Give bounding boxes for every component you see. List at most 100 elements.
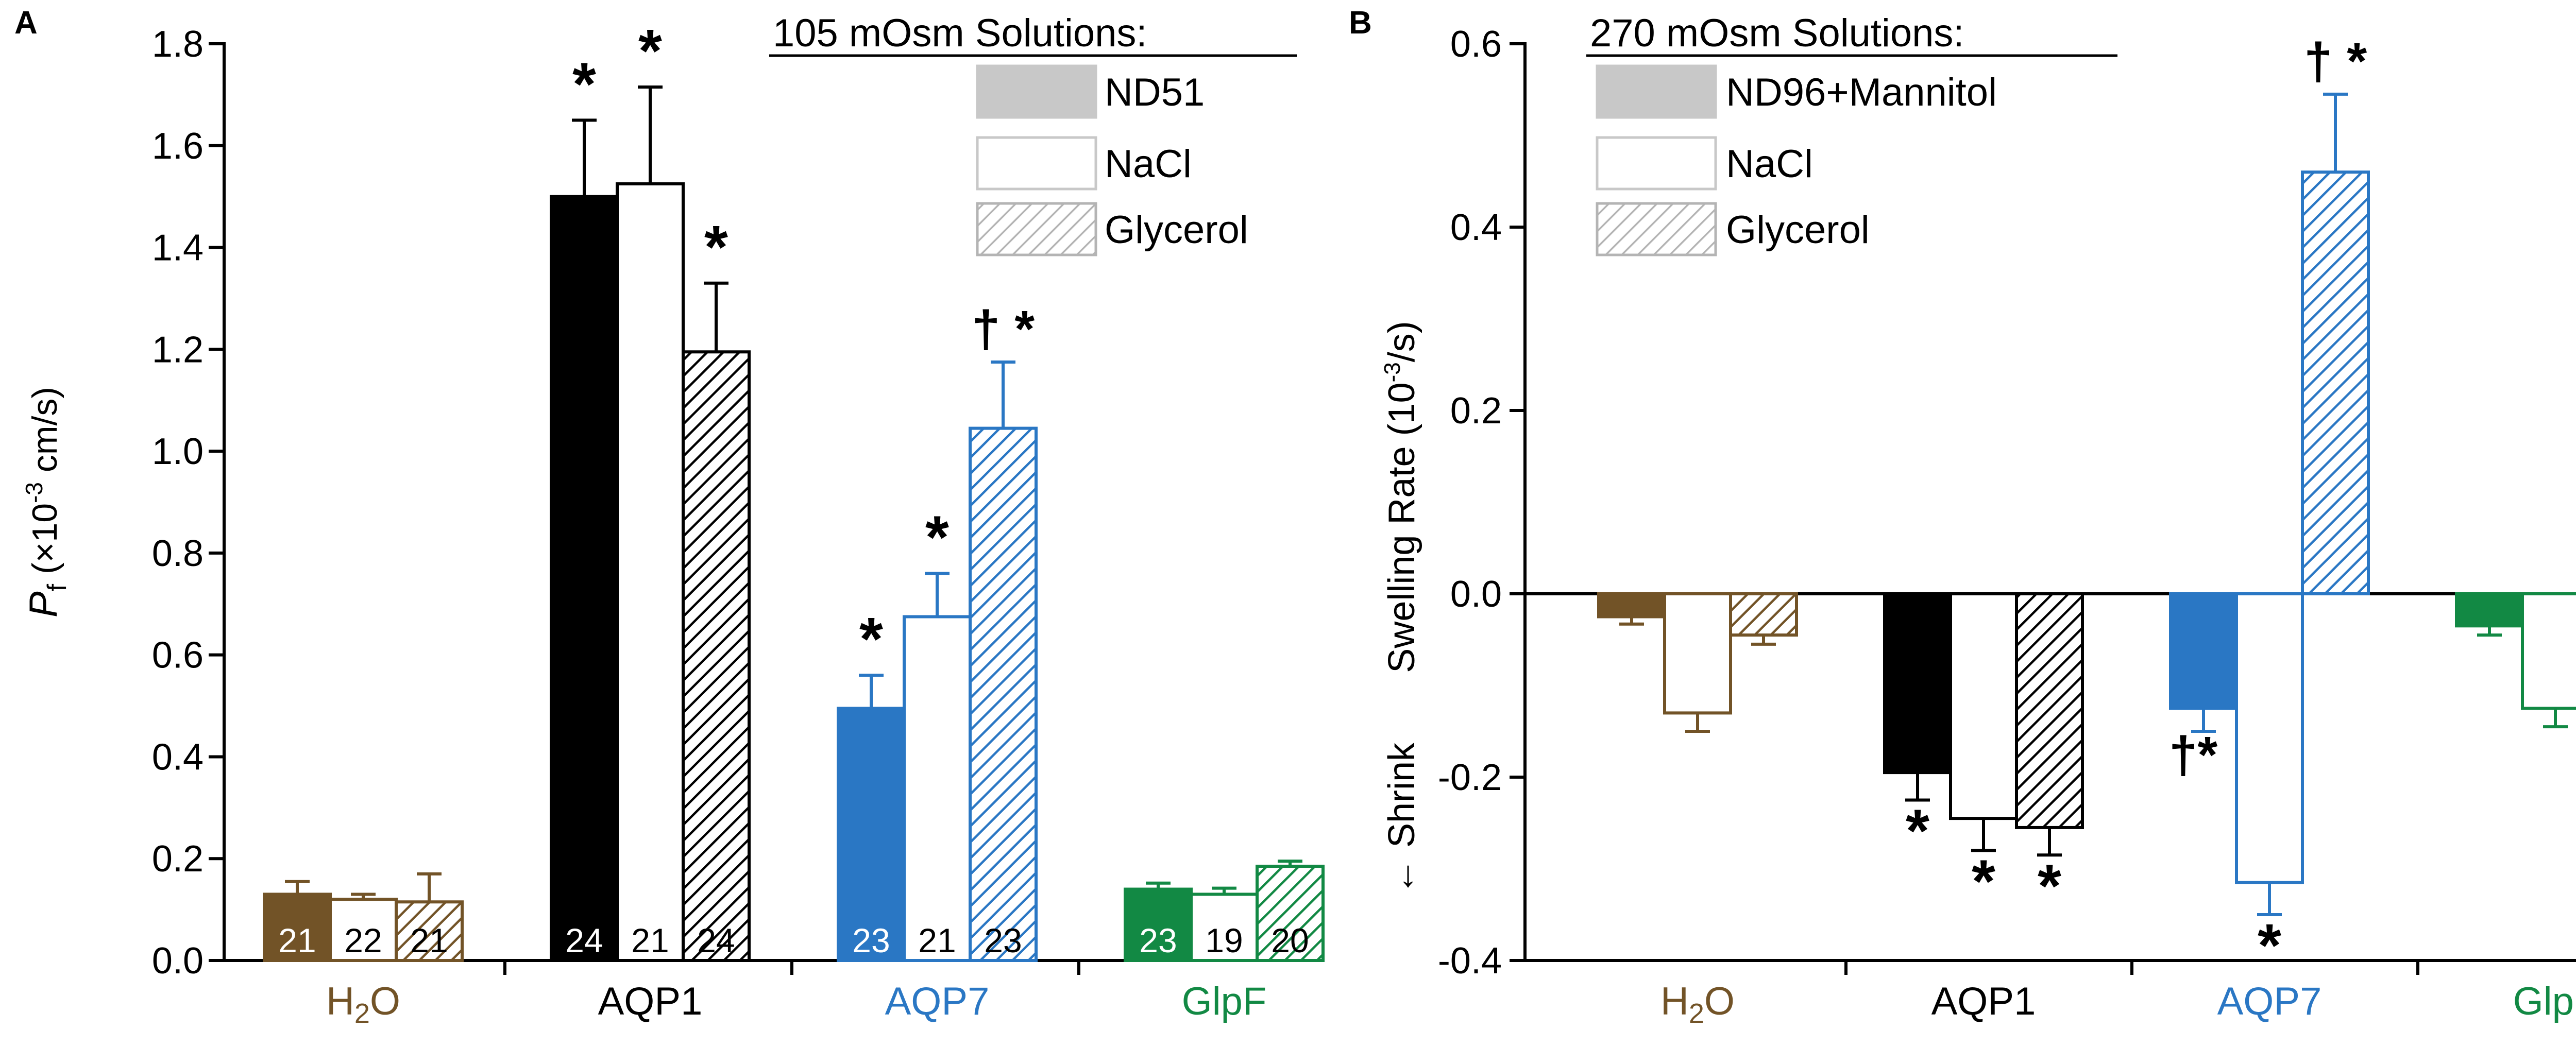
bar-AQP1-NaCl (1949, 592, 2018, 820)
ylabel-symbol: P (22, 591, 65, 617)
significance-marker: * (572, 50, 596, 118)
bar-n-label: 21 (410, 921, 448, 959)
bar-n-label: 24 (697, 921, 735, 959)
y-tick-label: 0.2 (152, 838, 204, 880)
significance-marker: †* (2169, 726, 2218, 784)
bar-AQP1-Glycerol (2015, 592, 2084, 829)
panel-label: A (14, 5, 38, 41)
significance-marker: * (704, 213, 728, 281)
bar-n-label: 23 (984, 921, 1022, 959)
bar-AQP7-ND51 (837, 707, 906, 962)
panel-A: A 0.0 0.2 0.4 0.6 0.8 1.0 1.2 1.4 1.6 1.8 Pf (×10-3… (14, 5, 1325, 1029)
legend-label: NaCl (1726, 142, 1813, 186)
legend-label: Glycerol (1726, 208, 1870, 252)
group-label-sub: 2 (1689, 998, 1704, 1029)
group-label-main: GlpF (2513, 980, 2576, 1023)
y-tick-label: 1.2 (152, 329, 204, 370)
legend-swatch-open (1596, 136, 1717, 191)
group-label-main: AQP7 (885, 980, 990, 1023)
x-group-label-AQP7: AQP7 (885, 980, 990, 1023)
bar-H2O-Glycerol (1729, 592, 1798, 637)
legend-swatch-hatch (976, 202, 1097, 256)
x-group-label-GlpF: GlpF (1182, 980, 1267, 1023)
bar-H2O-Glycerol (395, 900, 464, 963)
significance-marker: * (859, 605, 883, 673)
legend-title: 105 mOsm Solutions: (773, 11, 1147, 55)
x-group-label-AQP1: AQP1 (1931, 980, 2036, 1023)
x-group-label-H2O: H2O (1660, 980, 1735, 1029)
y-tick-label: 0.8 (152, 533, 204, 574)
bar-n-label: 19 (1205, 921, 1243, 959)
ylabel-exponent: -3 (1380, 362, 1405, 382)
bar-GlpF-NaCl (2521, 592, 2576, 710)
bar-AQP7-NaCl (903, 615, 972, 962)
panel-label: B (1349, 5, 1372, 41)
legend-title: 270 mOsm Solutions: (1590, 11, 1964, 55)
significance-marker: † * (972, 300, 1035, 358)
panel-B: B -0.4 -0.2 0.0 0.2 0.4 0.6 Swelling Rate (10-3… (1349, 5, 2576, 1029)
legend-swatch-solid (976, 64, 1097, 119)
bar-H2O-ND96Mannitol (1597, 592, 1666, 619)
y-tick-label: 0.4 (1450, 207, 1502, 248)
y-tick-label: 0.6 (1450, 24, 1502, 65)
legend-swatch-hatch (1596, 202, 1717, 256)
y-axis-shrink-label: ← Shrink (1381, 742, 1422, 895)
y-tick-label: 1.6 (152, 126, 204, 167)
ylabel-units: cm/s) (25, 387, 64, 482)
y-tick-label: -0.4 (1438, 940, 1502, 982)
group-label-main: H (1660, 980, 1689, 1023)
bar-n-label: 21 (631, 921, 669, 959)
group-label-main: H (326, 980, 354, 1023)
legend-label: ND96+Mannitol (1726, 71, 1997, 114)
y-axis-title: Swelling Rate (10-3/s) (1380, 321, 1422, 673)
legend-swatch-solid (1596, 64, 1717, 119)
group-label-main: AQP1 (598, 980, 703, 1023)
group-label-main: AQP1 (1931, 980, 2036, 1023)
bar-AQP1-ND51 (550, 195, 619, 963)
y-tick-label: 0.0 (152, 940, 204, 982)
x-group-label-AQP1: AQP1 (598, 980, 703, 1023)
bar-GlpF-Glycerol (1256, 865, 1325, 962)
ylabel-rest: (×10 (25, 503, 64, 584)
significance-marker: * (2258, 912, 2281, 980)
significance-marker: * (638, 17, 662, 85)
bar-n-label: 21 (278, 921, 316, 959)
significance-marker: * (1972, 847, 1995, 915)
bar-AQP1-Glycerol (682, 350, 751, 962)
bar-n-label: 22 (344, 921, 382, 959)
bar-AQP7-Glycerol (969, 426, 1038, 962)
significance-marker: * (2038, 852, 2061, 920)
bar-GlpF-ND96Mannitol (2455, 592, 2524, 628)
bar-AQP1-NaCl (616, 182, 685, 962)
bar-n-label: 23 (1139, 921, 1177, 959)
y-tick-label: -0.2 (1438, 757, 1502, 798)
bar-AQP7-ND96Mannitol (2169, 592, 2238, 710)
y-tick-label: 1.4 (152, 228, 204, 269)
bar-AQP1-ND96Mannitol (1883, 592, 1952, 775)
legend-swatch-open (976, 136, 1097, 191)
ylabel-main: Swelling Rate (10 (1381, 382, 1422, 673)
bar-n-label: 20 (1271, 921, 1309, 959)
x-group-label-AQP7: AQP7 (2217, 980, 2322, 1023)
significance-marker: * (925, 503, 949, 571)
bar-AQP7-Glycerol (2301, 170, 2370, 595)
bar-GlpF-ND51 (1124, 887, 1193, 962)
y-axis-title: Pf (×10-3 cm/s) (21, 387, 72, 617)
ylabel-exponent: -3 (21, 482, 47, 503)
bar-AQP7-NaCl (2235, 592, 2304, 884)
group-label-tail: O (1704, 980, 1735, 1023)
group-label-tail: O (370, 980, 400, 1023)
legend-label: ND51 (1105, 71, 1205, 114)
bar-H2O-NaCl (1663, 592, 1732, 715)
ylabel-subscript: f (42, 583, 72, 591)
group-label-sub: 2 (354, 998, 370, 1029)
legend-label: NaCl (1105, 142, 1192, 186)
bar-n-label: 24 (565, 921, 603, 959)
y-tick-label: 0.4 (152, 736, 204, 778)
x-group-label-GlpF: GlpF (2513, 980, 2576, 1023)
legend-label: Glycerol (1105, 208, 1248, 252)
group-label-main: AQP7 (2217, 980, 2322, 1023)
y-tick-label: 0.0 (1450, 574, 1502, 615)
group-label-main: GlpF (1182, 980, 1267, 1023)
